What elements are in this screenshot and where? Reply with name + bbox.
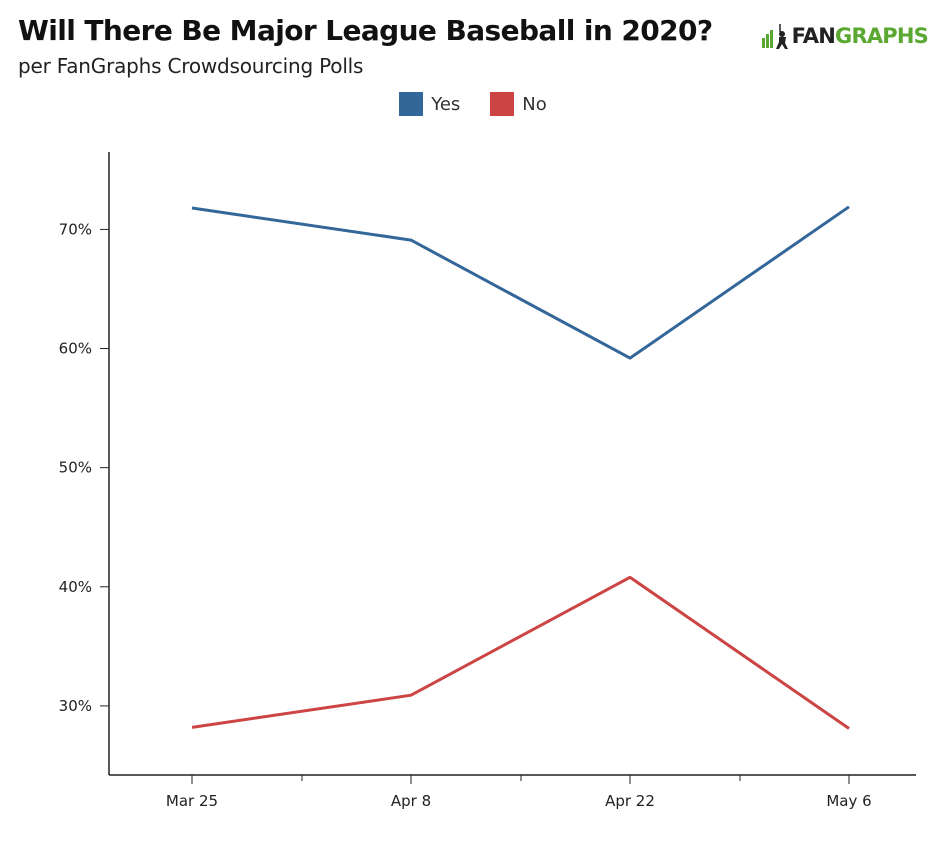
series-lines bbox=[191, 205, 850, 730]
y-tick-label: 60% bbox=[59, 340, 92, 358]
x-tick-label: May 6 bbox=[826, 792, 871, 810]
chart-title: Will There Be Major League Baseball in 2… bbox=[18, 14, 713, 47]
legend-swatch-no bbox=[490, 92, 515, 116]
x-tick-label: Apr 8 bbox=[391, 792, 431, 810]
legend-swatch-yes bbox=[399, 92, 424, 116]
legend-item-no: No bbox=[490, 92, 547, 116]
series-line-no bbox=[191, 575, 850, 730]
chart-legend: Yes No bbox=[0, 92, 946, 116]
y-tick-label: 70% bbox=[59, 220, 92, 238]
chart-subtitle: per FanGraphs Crowdsourcing Polls bbox=[18, 54, 364, 78]
y-tick-label: 40% bbox=[59, 578, 92, 596]
y-tick-label: 50% bbox=[59, 459, 92, 477]
legend-label-no: No bbox=[522, 93, 547, 115]
series-line-yes bbox=[191, 205, 850, 360]
x-axis-ticks: Mar 25 Apr 8 Apr 22 May 6 bbox=[166, 775, 872, 810]
batter-icon bbox=[761, 24, 788, 49]
x-tick-label: Mar 25 bbox=[166, 792, 218, 810]
logo-graphs-text: GRAPHS bbox=[835, 24, 929, 48]
logo-fan-text: FAN bbox=[791, 24, 836, 48]
y-tick-label: 30% bbox=[59, 697, 92, 715]
legend-label-yes: Yes bbox=[431, 93, 461, 115]
fangraphs-logo: FANGRAPHS bbox=[761, 22, 929, 50]
x-tick-label: Apr 22 bbox=[605, 792, 655, 810]
legend-item-yes: Yes bbox=[399, 92, 460, 116]
y-axis-ticks: 30% 40% 50% 60% 70% bbox=[59, 220, 109, 715]
